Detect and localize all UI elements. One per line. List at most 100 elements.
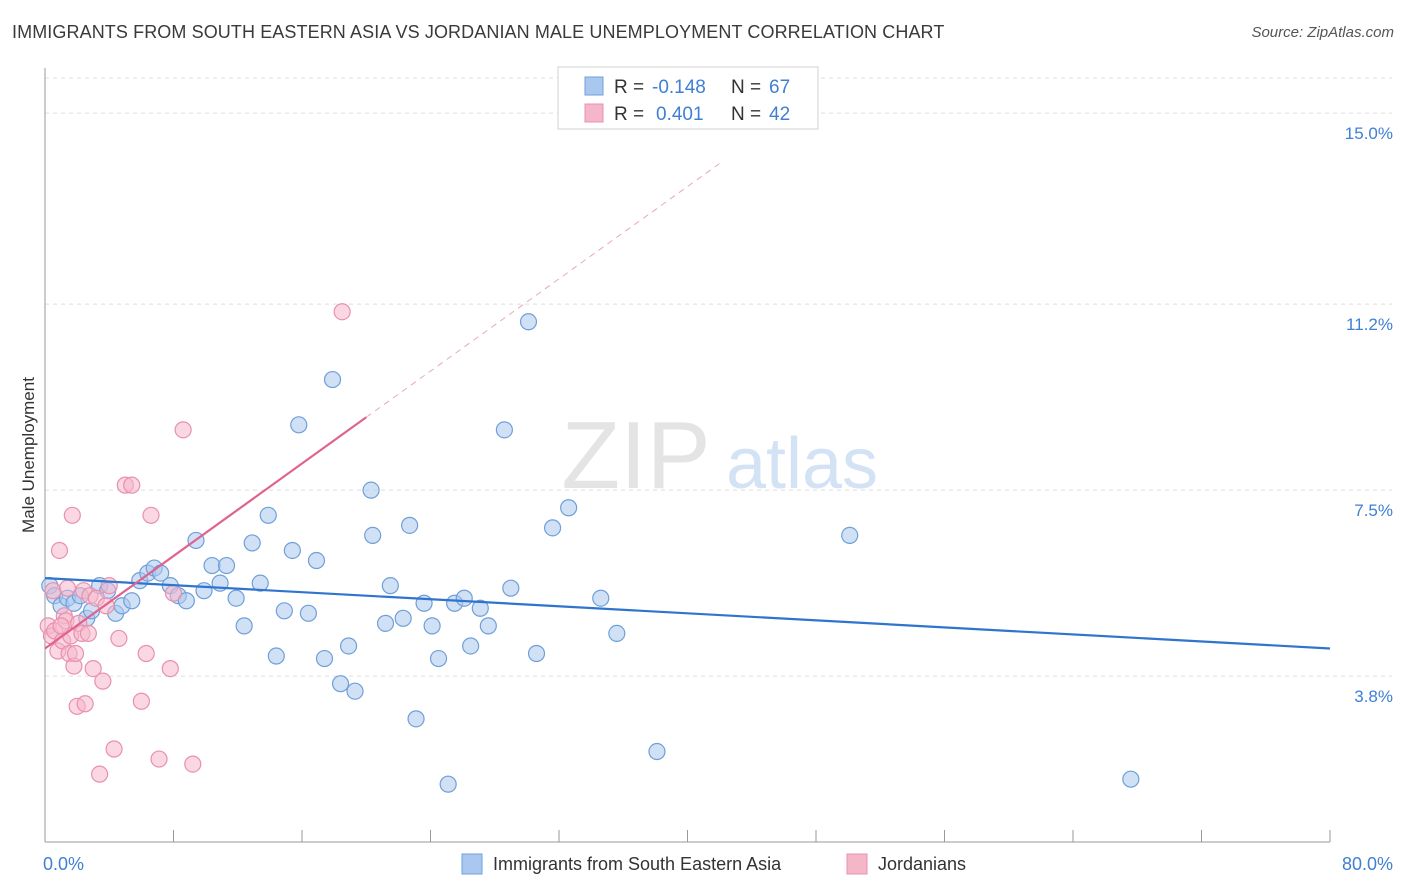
point-jordanians	[63, 506, 81, 524]
stats-r-value-pink: 0.401	[656, 104, 704, 125]
point-southeast-asia	[331, 675, 350, 693]
point-southeast-asia	[203, 556, 221, 575]
point-jordanians	[100, 577, 118, 595]
point-southeast-asia	[560, 499, 578, 517]
point-jordanians	[76, 695, 94, 713]
point-southeast-asia	[455, 589, 473, 607]
point-southeast-asia	[519, 313, 538, 331]
stats-r-label-pink: R =	[614, 104, 644, 125]
point-jordanians	[105, 740, 123, 758]
point-jordanians	[333, 303, 351, 321]
point-southeast-asia	[608, 624, 626, 643]
point-southeast-asia	[275, 602, 293, 620]
point-jordanians	[50, 541, 69, 560]
point-southeast-asia	[243, 534, 261, 552]
y-tick-label: 7.5%	[1354, 501, 1393, 520]
point-southeast-asia	[495, 421, 513, 439]
stats-n-value-pink: 42	[769, 104, 790, 125]
point-southeast-asia	[648, 742, 666, 761]
point-southeast-asia	[299, 604, 318, 622]
axis-layer	[44, 68, 1331, 843]
point-southeast-asia	[251, 574, 269, 592]
point-southeast-asia	[315, 649, 334, 668]
point-southeast-asia	[227, 589, 245, 607]
series-legend: Immigrants from South Eastern Asia Jorda…	[461, 853, 966, 875]
y-tick-label: 15.0%	[1345, 124, 1393, 143]
stats-r-label-blue: R =	[614, 77, 644, 98]
point-southeast-asia	[423, 617, 441, 635]
point-southeast-asia	[346, 682, 364, 700]
labels-layer: Male Unemployment 3.8% 7.5% 11.2% 15.0% 0.0%…	[19, 124, 1393, 874]
point-southeast-asia	[177, 592, 195, 610]
point-southeast-asia	[195, 582, 213, 600]
point-jordanians	[123, 476, 141, 494]
x-tick-label: 0.0%	[43, 854, 84, 874]
trend-layer	[44, 163, 1331, 650]
point-jordanians	[58, 579, 77, 597]
point-southeast-asia	[394, 609, 412, 627]
point-jordanians	[91, 765, 109, 783]
point-southeast-asia	[471, 599, 489, 617]
stats-legend: R = -0.148 N = 67 R = 0.401 N = 42	[557, 66, 819, 130]
point-southeast-asia	[381, 577, 399, 595]
point-southeast-asia	[439, 775, 457, 793]
point-southeast-asia	[527, 644, 546, 663]
point-jordanians	[44, 582, 62, 600]
legend-swatch-blue	[461, 853, 483, 875]
point-southeast-asia	[259, 506, 277, 524]
point-southeast-asia	[401, 516, 419, 534]
y-tick-label: 11.2%	[1346, 315, 1393, 334]
point-jordanians	[142, 506, 160, 524]
trend-line-southeast-asia	[44, 577, 1331, 650]
stats-r-value-blue: -0.148	[652, 77, 706, 98]
stats-swatch-blue	[584, 76, 604, 96]
point-southeast-asia	[841, 526, 859, 544]
point-jordanians	[110, 629, 128, 648]
stats-n-label-pink: N =	[731, 104, 761, 125]
point-jordanians	[184, 755, 202, 773]
point-jordanians	[137, 644, 155, 663]
points-layer	[39, 303, 1140, 793]
point-southeast-asia	[543, 519, 562, 537]
point-jordanians	[164, 584, 183, 602]
chart-title: IMMIGRANTS FROM SOUTH EASTERN ASIA VS JO…	[12, 22, 945, 42]
point-southeast-asia	[462, 637, 480, 655]
y-tick-label: 3.8%	[1354, 687, 1393, 706]
point-jordanians	[52, 617, 70, 635]
point-jordanians	[174, 421, 192, 439]
point-southeast-asia	[217, 556, 236, 575]
point-southeast-asia	[429, 649, 448, 668]
point-southeast-asia	[267, 647, 285, 665]
stats-swatch-pink	[584, 103, 604, 123]
point-southeast-asia	[339, 637, 358, 655]
point-southeast-asia	[407, 710, 425, 728]
point-jordanians	[84, 659, 102, 678]
point-southeast-asia	[235, 617, 253, 635]
point-southeast-asia	[323, 370, 342, 389]
point-jordanians	[161, 659, 179, 678]
grid-layer	[45, 77, 1392, 677]
point-jordanians	[94, 672, 112, 690]
legend-label-blue: Immigrants from South Eastern Asia	[493, 854, 782, 874]
point-jordanians	[66, 644, 85, 663]
point-southeast-asia	[123, 592, 141, 610]
point-southeast-asia	[592, 589, 610, 607]
point-southeast-asia	[502, 579, 520, 597]
point-jordanians	[132, 692, 150, 710]
x-tick-label: 80.0%	[1342, 854, 1393, 874]
point-jordanians	[79, 624, 97, 643]
watermark-atlas: atlas	[726, 424, 878, 504]
point-southeast-asia	[290, 416, 308, 434]
point-southeast-asia	[362, 481, 380, 499]
legend-swatch-pink	[846, 853, 868, 875]
watermark: ZIP atlas	[561, 402, 878, 509]
point-southeast-asia	[376, 614, 395, 632]
watermark-zip: ZIP	[561, 402, 710, 509]
point-jordanians	[150, 750, 168, 768]
y-axis-label: Male Unemployment	[19, 377, 38, 533]
chart-source: Source: ZipAtlas.com	[1251, 24, 1394, 41]
point-southeast-asia	[307, 551, 326, 570]
trend-line-jordanians	[44, 416, 367, 650]
